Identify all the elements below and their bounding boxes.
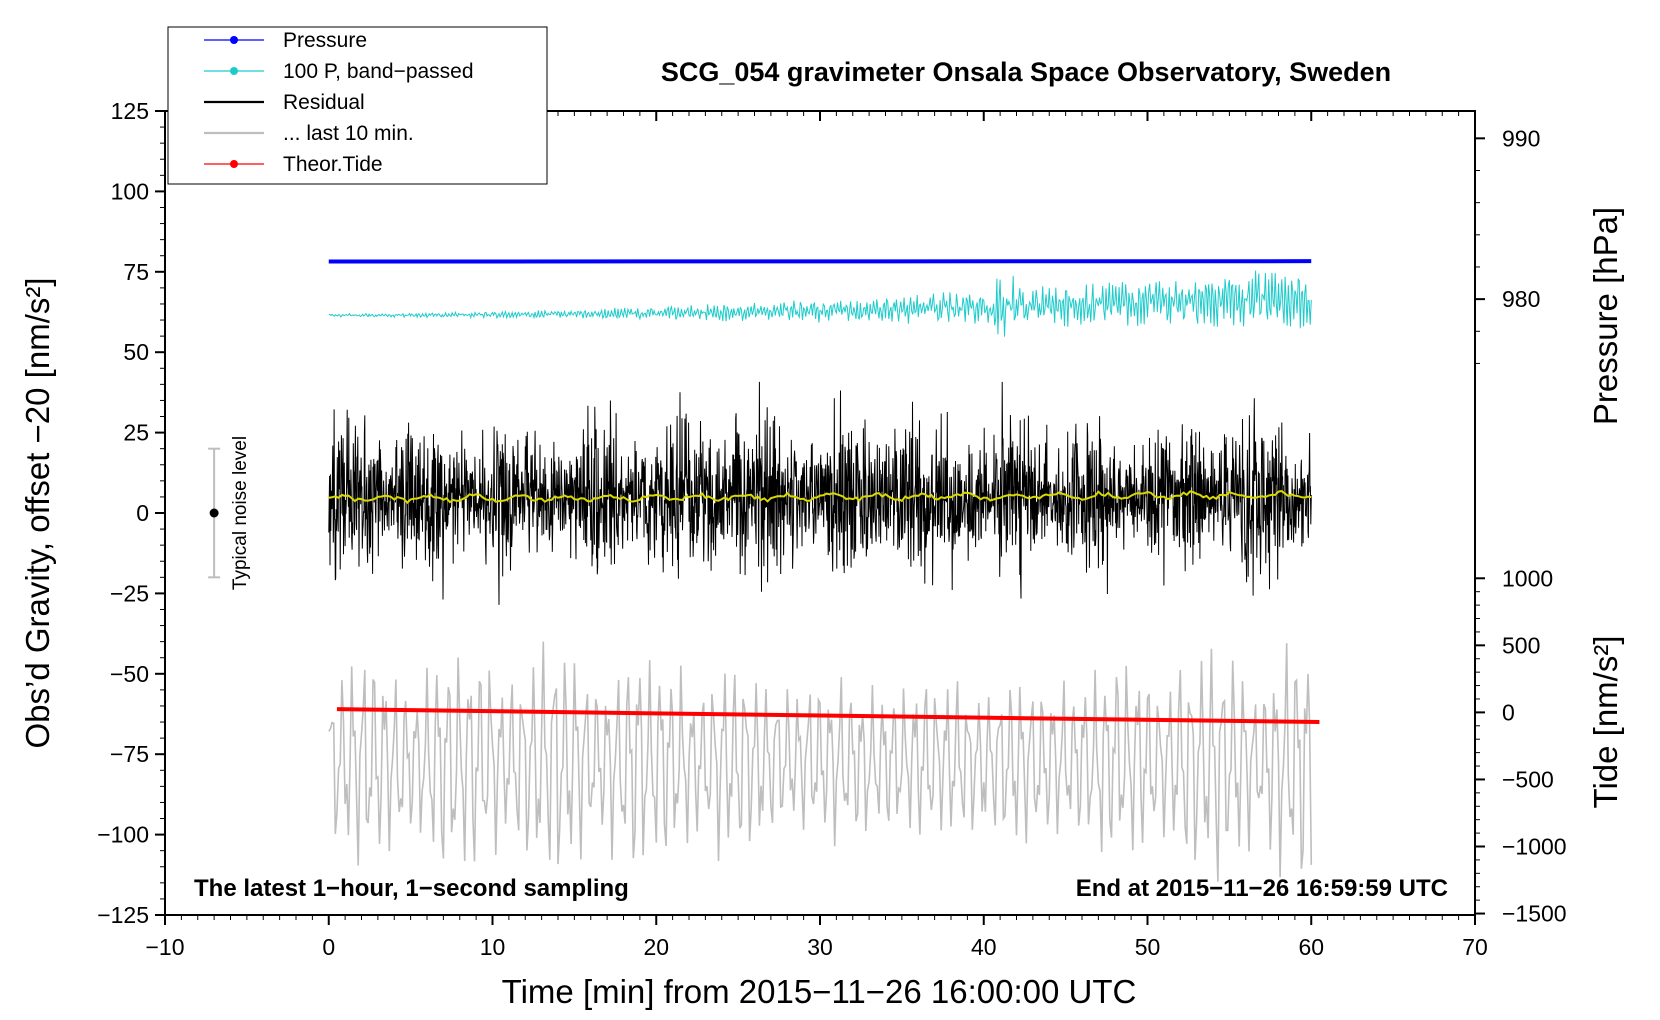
tide-tick-label: 500 (1502, 632, 1540, 658)
legend: Pressure 100 P, band−passed Residual ... la… (167, 26, 548, 185)
annotation-bottom-right: End at 2015−11−26 16:59:59 UTC (1076, 875, 1448, 902)
tide-tick-label: 0 (1502, 699, 1515, 725)
residual-mean-line (328, 490, 1312, 505)
tide-tick-label: −1500 (1502, 901, 1567, 927)
y-tick-label: −100 (97, 822, 149, 848)
y-tick-label: 50 (123, 339, 149, 365)
y-axis-label-left: Obs’d Gravity, offset −20 [nm/s²] (19, 277, 56, 748)
pressure-tick-label: 980 (1502, 286, 1540, 312)
residual-mean-series (328, 490, 1312, 505)
tide-tick-label: 1000 (1502, 565, 1553, 591)
legend-label: Theor.Tide (283, 153, 383, 176)
y-tick-label: −25 (110, 580, 149, 606)
legend-label: Pressure (283, 29, 367, 52)
last-ten-min-series (328, 641, 1313, 882)
x-tick-label: 0 (322, 934, 335, 960)
y-axis-label-pressure: Pressure [hPa] (1587, 207, 1624, 425)
legend-label: Residual (283, 91, 365, 114)
x-tick-label: −10 (145, 934, 184, 960)
tide-line (336, 707, 1320, 725)
band-passed-line (328, 270, 1312, 337)
last-ten-min-line (328, 641, 1313, 882)
pressure-tick-label: 990 (1502, 125, 1540, 151)
legend-box (167, 26, 548, 185)
y-tick-label: −50 (110, 661, 149, 687)
y-tick-label: 0 (136, 500, 149, 526)
y-tick-label: −75 (110, 741, 149, 767)
y-tick-label: 75 (123, 259, 149, 285)
x-tick-label: 40 (971, 934, 997, 960)
x-tick-label: 10 (480, 934, 506, 960)
noise-label: Typical noise level (230, 436, 251, 590)
y-tick-label: −125 (97, 902, 149, 928)
x-tick-label: 70 (1462, 934, 1488, 960)
y-axis-ticks: 125 100 75 50 25 0 −25 −50 −75 −100 −125 (97, 98, 165, 928)
tide-tick-label: −1000 (1502, 833, 1567, 859)
x-tick-label: 60 (1298, 934, 1324, 960)
residual-series (328, 381, 1312, 605)
legend-marker (230, 67, 238, 75)
theoretical-tide-series (336, 707, 1320, 725)
y-tick-label: 125 (111, 98, 149, 124)
noise-dot (209, 508, 219, 518)
pressure-axis-ticks: 1030102010101000990980 (1475, 125, 1540, 364)
band-passed-pressure-series (328, 270, 1312, 337)
legend-marker (230, 36, 238, 44)
annotation-bottom-left: The latest 1−hour, 1−second sampling (194, 875, 629, 902)
residual-line (328, 381, 1312, 605)
noise-level-indicator: Typical noise level (208, 436, 251, 590)
chart-title: SCG_054 gravimeter Onsala Space Observat… (661, 57, 1391, 87)
legend-label: ... last 10 min. (283, 122, 414, 145)
x-tick-label: 50 (1135, 934, 1161, 960)
legend-label: 100 P, band−passed (283, 60, 474, 83)
legend-marker (230, 160, 238, 168)
tide-axis-ticks: 1000 500 0 −500 −1000 −1500 (1475, 565, 1567, 927)
x-axis-label: Time [min] from 2015−11−26 16:00:00 UTC (502, 973, 1137, 1010)
y-tick-label: 25 (123, 420, 149, 446)
tide-tick-label: −500 (1502, 766, 1554, 792)
x-axis-ticks: −10 0 10 20 30 40 50 60 70 (145, 111, 1488, 960)
x-tick-label: 30 (807, 934, 833, 960)
x-tick-label: 20 (643, 934, 669, 960)
y-axis-label-tide: Tide [nm/s²] (1587, 636, 1624, 809)
y-tick-label: 100 (111, 178, 149, 204)
